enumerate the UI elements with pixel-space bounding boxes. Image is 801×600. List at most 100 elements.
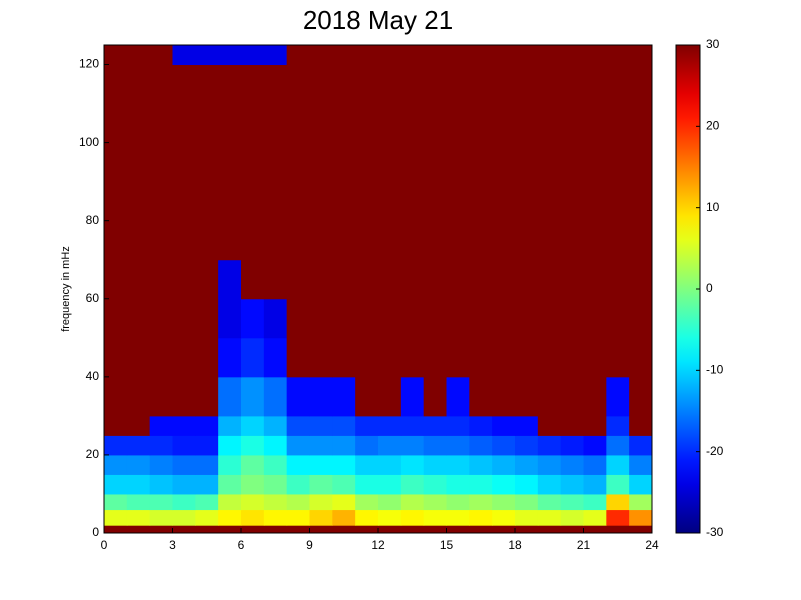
heatmap-cell: [355, 298, 379, 339]
x-tick-label: 3: [169, 538, 176, 552]
heatmap-cell: [309, 435, 333, 456]
heatmap-cell: [104, 525, 128, 534]
heatmap-cell: [583, 220, 607, 261]
heatmap-cell: [560, 493, 584, 511]
heatmap-cell: [286, 454, 310, 475]
heatmap-cell: [606, 525, 630, 534]
heatmap-cell: [195, 493, 219, 511]
heatmap-cell: [263, 337, 288, 378]
heatmap-cell: [629, 474, 653, 495]
heatmap-cell: [537, 376, 562, 417]
y-tick-label: 100: [79, 135, 99, 149]
heatmap-cell: [263, 376, 288, 417]
heatmap-cell: [606, 493, 630, 511]
heatmap-cell: [149, 376, 173, 417]
heatmap-cell: [263, 298, 288, 339]
heatmap-cell: [263, 454, 288, 475]
heatmap-cell: [515, 415, 539, 436]
y-tick-label: 20: [86, 447, 100, 461]
heatmap-cell: [583, 474, 607, 495]
heatmap-cell: [606, 509, 630, 526]
heatmap-cell: [149, 509, 173, 526]
heatmap-cell: [309, 337, 333, 378]
heatmap-cell: [172, 220, 196, 261]
heatmap-cell: [172, 64, 196, 144]
heatmap-cell: [423, 142, 447, 222]
heatmap-cell: [446, 493, 470, 511]
heatmap-cell: [355, 435, 379, 456]
heatmap-cell: [492, 45, 516, 66]
heatmap-cell: [423, 376, 447, 417]
heatmap-cell: [241, 376, 265, 417]
heatmap-cell: [537, 454, 562, 475]
heatmap-cell: [400, 64, 425, 144]
heatmap-cell: [606, 45, 630, 66]
heatmap-cell: [469, 259, 493, 300]
heatmap-cell: [606, 415, 630, 436]
heatmap-cell: [537, 142, 562, 222]
heatmap-cell: [195, 64, 219, 144]
heatmap-cell: [423, 525, 447, 534]
heatmap-cell: [149, 337, 173, 378]
heatmap-cell: [195, 220, 219, 261]
heatmap-cell: [263, 259, 288, 300]
heatmap-cell: [537, 259, 562, 300]
heatmap-cell: [126, 509, 151, 526]
heatmap-cell: [286, 220, 310, 261]
heatmap-cell: [583, 493, 607, 511]
heatmap-cell: [218, 142, 242, 222]
heatmap-cell: [492, 509, 516, 526]
heatmap-cell: [400, 142, 425, 222]
heatmap-cell: [560, 45, 584, 66]
heatmap-cell: [309, 454, 333, 475]
colorbar-tick-label: -30: [706, 525, 724, 539]
heatmap-cell: [355, 415, 379, 436]
heatmap-cell: [263, 474, 288, 495]
heatmap-cell: [537, 45, 562, 66]
heatmap-cell: [263, 493, 288, 511]
heatmap-cell: [149, 454, 173, 475]
heatmap-cell: [195, 474, 219, 495]
heatmap-cell: [423, 259, 447, 300]
heatmap-cell: [629, 142, 653, 222]
heatmap-cell: [218, 474, 242, 495]
heatmap-cell: [606, 142, 630, 222]
heatmap-cell: [537, 509, 562, 526]
heatmap-cell: [218, 220, 242, 261]
heatmap-cell: [400, 509, 425, 526]
heatmap-cell: [172, 337, 196, 378]
heatmap-cell: [263, 64, 288, 144]
heatmap-cell: [378, 474, 402, 495]
heatmap-cell: [515, 435, 539, 456]
heatmap-cell: [172, 525, 196, 534]
heatmap-cell: [149, 45, 173, 66]
heatmap-cell: [537, 64, 562, 144]
heatmap-cell: [629, 493, 653, 511]
heatmap-cell: [560, 298, 584, 339]
heatmap-cell: [126, 142, 151, 222]
heatmap-cell: [560, 474, 584, 495]
heatmap-cell: [309, 415, 333, 436]
y-tick-label: 40: [86, 369, 100, 383]
heatmap-cell: [446, 298, 470, 339]
heatmap-cell: [629, 435, 653, 456]
heatmap-cell: [492, 454, 516, 475]
heatmap-cell: [606, 454, 630, 475]
heatmap-cell: [537, 337, 562, 378]
heatmap-cell: [149, 474, 173, 495]
heatmap-cell: [560, 509, 584, 526]
heatmap-cell: [537, 435, 562, 456]
heatmap-cell: [469, 142, 493, 222]
colorbar-tick-label: 0: [706, 281, 713, 295]
heatmap-cell: [332, 376, 356, 417]
heatmap-cell: [149, 435, 173, 456]
heatmap-cell: [492, 493, 516, 511]
heatmap-cell: [492, 337, 516, 378]
heatmap-cell: [537, 493, 562, 511]
heatmap-cell: [560, 435, 584, 456]
heatmap-cell: [446, 259, 470, 300]
heatmap-cell: [149, 142, 173, 222]
heatmap-cell: [218, 525, 242, 534]
heatmap-cell: [309, 45, 333, 66]
heatmap-cell: [378, 509, 402, 526]
